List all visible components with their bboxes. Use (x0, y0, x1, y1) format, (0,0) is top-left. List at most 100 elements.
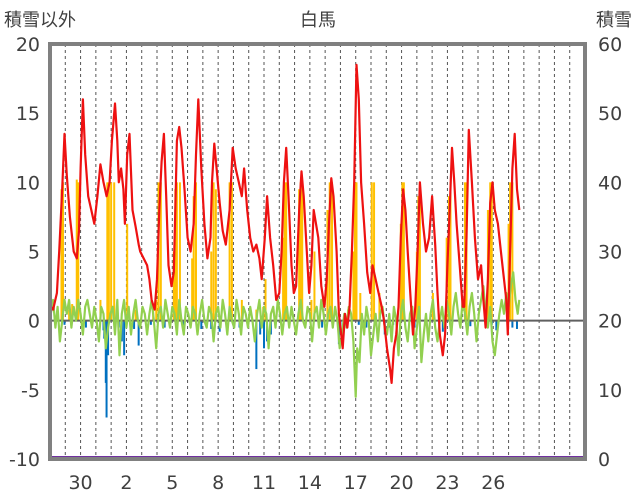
right-tick-label: 50 (598, 103, 622, 125)
blue-bars-bar (84, 320, 87, 328)
orange-bars-bar (126, 223, 129, 321)
blue-bars-bar (511, 320, 514, 328)
orange-bars-bar (352, 251, 355, 321)
orange-bars-bar (283, 182, 286, 321)
x-tick-label: 26 (481, 472, 505, 494)
left-tick-label: 10 (16, 172, 40, 194)
blue-bars-bar (515, 320, 518, 329)
x-tick-label: 14 (298, 472, 322, 494)
left-tick-label: -10 (9, 449, 40, 471)
orange-bars-bar (134, 309, 137, 321)
orange-bars-bar (210, 251, 213, 321)
blue-bars-bar (495, 320, 498, 331)
right-tick-label: 40 (598, 172, 622, 194)
green-series-line (49, 271, 521, 398)
orange-bars-bar (489, 182, 492, 321)
blue-bars-bar (263, 320, 265, 349)
orange-bars-bar (378, 293, 381, 321)
right-axis-label: 積雪 (596, 10, 632, 31)
orange-bars-bar (110, 182, 113, 321)
blue-bars-bar (255, 320, 258, 370)
right-tick-label: 20 (598, 311, 622, 333)
orange-bars-bar (194, 182, 197, 321)
orange-bars-bar (402, 182, 405, 321)
orange-bars-bar (155, 299, 158, 321)
orange-bars-bar (418, 182, 421, 321)
orange-bars-bar (511, 182, 514, 321)
orange-bars-bar (299, 182, 302, 321)
orange-bars-bar (230, 182, 233, 321)
orange-bars-bar (359, 293, 362, 321)
orange-bars-bar (212, 182, 215, 321)
left-axis-label: 積雪以外 (4, 10, 76, 31)
blue-bars-bar (357, 320, 360, 325)
blue-bars-bar (259, 320, 262, 335)
blue-bars-bar (469, 320, 472, 327)
blue-bars-bar (441, 320, 444, 332)
blue-bars-bar (365, 320, 368, 328)
right-tick-label: 0 (598, 449, 610, 471)
x-tick-label: 30 (68, 472, 92, 494)
left-tick-label: 0 (28, 311, 40, 333)
blue-bars-bar (105, 320, 108, 418)
left-tick-label: 20 (16, 34, 40, 56)
orange-bars-bar (401, 182, 404, 321)
orange-bars-bar (113, 182, 116, 321)
orange-bars-bar (240, 299, 243, 321)
x-tick-label: 5 (166, 472, 178, 494)
x-tick-label: 17 (344, 472, 368, 494)
orange-bars-bar (60, 189, 63, 321)
orange-bars-bar (106, 182, 109, 321)
blue-bars-bar (63, 320, 66, 325)
orange-bars-bar (178, 182, 181, 321)
right-tick-label: 60 (598, 34, 622, 56)
orange-bars-bar (175, 182, 178, 321)
orange-bars-bar (490, 182, 493, 321)
orange-bars-bar (172, 251, 175, 321)
plot-frame (48, 42, 587, 461)
orange-bars-bar (328, 182, 331, 321)
right-tick-label: 10 (598, 380, 622, 402)
orange-bars-bar (447, 196, 450, 321)
orange-bars-bar (228, 182, 231, 321)
orange-bars-bar (192, 196, 195, 321)
blue-bars-bar (149, 320, 152, 325)
x-tick-label: 20 (389, 472, 413, 494)
left-tick-label: 15 (16, 103, 40, 125)
orange-bars-bar (298, 189, 301, 321)
orange-bars-bar (191, 258, 194, 321)
blue-bars-bar (123, 320, 126, 356)
blue-bars-bar (133, 320, 136, 329)
orange-bars-bar (310, 299, 313, 321)
orange-bars-bar (373, 182, 376, 321)
orange-bars-bar (107, 182, 110, 321)
orange-bars-bar (449, 182, 452, 321)
x-axis-ticks: 30 2 5 8 11 14 17 20 23 26 (68, 472, 505, 494)
blue-bars-bar (321, 320, 324, 328)
orange-bars-bar (285, 182, 288, 321)
blue-bars-bar (107, 320, 110, 356)
orange-bars-bar (301, 182, 304, 321)
x-tick-label: 8 (212, 472, 224, 494)
x-tick-label: 2 (120, 472, 132, 494)
orange-bars-bar (399, 223, 402, 321)
orange-bars-bar (353, 182, 356, 321)
orange-bars-bar (68, 309, 71, 321)
left-tick-label: -5 (21, 380, 40, 402)
right-axis-ticks: 0 10 20 30 40 50 60 (598, 34, 622, 471)
orange-bars-bar (370, 182, 373, 321)
orange-bars-bar (331, 182, 334, 321)
blue-bars-bar (163, 320, 166, 328)
orange-bars-bar (355, 182, 358, 321)
left-axis-ticks: -10 -5 0 5 10 15 20 (9, 34, 40, 471)
orange-bars-bar (159, 182, 162, 321)
chart-title: 白馬 (300, 10, 336, 31)
orange-bars-bar (282, 237, 285, 321)
left-tick-label: 5 (28, 242, 40, 264)
blue-bars-bar (200, 320, 203, 329)
x-tick-label: 23 (435, 472, 459, 494)
right-tick-label: 30 (598, 242, 622, 264)
orange-bars-bar (174, 189, 177, 321)
red-series-line (49, 63, 521, 384)
